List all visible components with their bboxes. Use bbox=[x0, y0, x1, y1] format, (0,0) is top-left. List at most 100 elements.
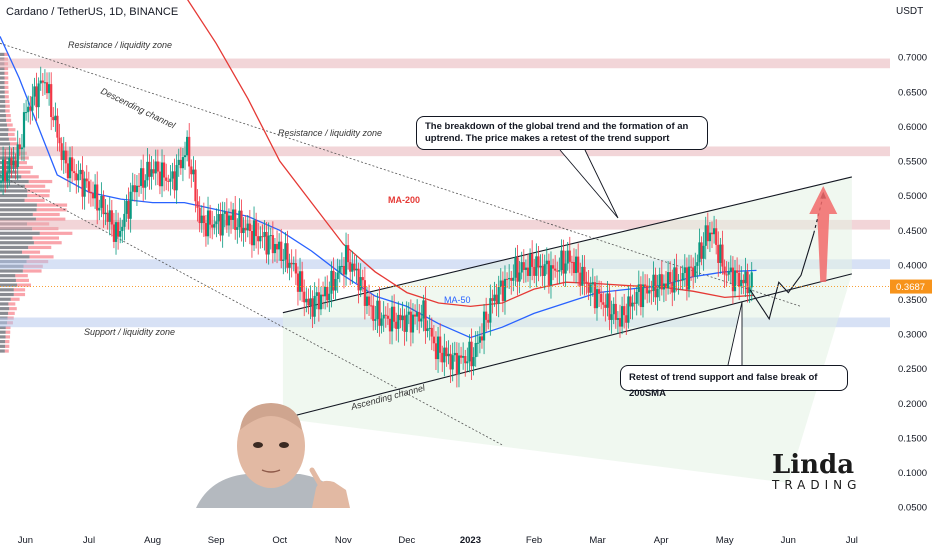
candle-body bbox=[443, 347, 446, 363]
candle-body bbox=[188, 136, 191, 167]
candle-body bbox=[351, 263, 354, 272]
candle-body bbox=[206, 210, 210, 237]
profile-bar-buy bbox=[0, 335, 6, 339]
profile-bar-sell bbox=[28, 245, 52, 250]
candle-body bbox=[669, 272, 672, 283]
candle-body bbox=[336, 272, 339, 280]
zone-resistance-1 bbox=[0, 146, 890, 157]
candle-body bbox=[610, 314, 613, 320]
profile-bar-buy bbox=[0, 307, 10, 311]
profile-bar-buy bbox=[0, 175, 22, 179]
candle-body bbox=[68, 157, 72, 179]
candle-body bbox=[232, 209, 235, 220]
candle-body bbox=[91, 193, 95, 199]
candle-body bbox=[495, 294, 498, 304]
candle-body bbox=[240, 210, 243, 234]
profile-bar-sell bbox=[8, 128, 16, 132]
profile-bar-sell bbox=[13, 292, 26, 297]
candle-body bbox=[16, 144, 19, 167]
ascending-channel-lower bbox=[282, 273, 852, 420]
x-tick-label: Dec bbox=[398, 535, 415, 546]
candle-body bbox=[434, 343, 438, 360]
candle-body bbox=[342, 265, 346, 275]
candle-body bbox=[303, 291, 306, 303]
candle-body bbox=[20, 147, 24, 150]
profile-bar-sell bbox=[5, 325, 11, 330]
candle-body bbox=[177, 159, 180, 166]
candle-body bbox=[378, 300, 381, 326]
candle-body bbox=[698, 242, 701, 263]
candle-body bbox=[554, 268, 557, 271]
price-axis[interactable] bbox=[890, 0, 932, 550]
profile-bar-buy bbox=[0, 208, 37, 212]
candle-body bbox=[648, 290, 651, 294]
candle-body bbox=[464, 356, 467, 364]
candle-body bbox=[664, 283, 668, 289]
candle-body bbox=[439, 336, 442, 353]
candle-body bbox=[683, 267, 686, 273]
y-tick-label: 0.5500 bbox=[898, 157, 927, 168]
person-mouth bbox=[261, 469, 281, 473]
candle-body bbox=[541, 265, 544, 276]
profile-bar-sell bbox=[5, 114, 11, 118]
profile-bar-buy bbox=[0, 189, 28, 193]
y-tick-label: 0.1500 bbox=[898, 433, 927, 444]
projection-path bbox=[749, 233, 815, 321]
profile-bar-sell bbox=[6, 123, 13, 127]
candle-body bbox=[87, 181, 90, 192]
profile-bar-sell bbox=[4, 71, 9, 75]
profile-bar-sell bbox=[8, 311, 15, 315]
candle-body bbox=[581, 266, 584, 286]
candle-body bbox=[595, 289, 599, 309]
candle-body bbox=[347, 245, 350, 263]
candle-body bbox=[750, 272, 753, 288]
candle-body bbox=[566, 250, 569, 264]
candle-body bbox=[137, 185, 141, 187]
x-tick-label: Nov bbox=[335, 535, 352, 546]
label-ma200: MA-200 bbox=[388, 195, 420, 205]
candle-body bbox=[696, 262, 699, 266]
candle-body bbox=[198, 207, 201, 224]
y-tick-label: 0.6500 bbox=[898, 87, 927, 98]
candle-body bbox=[244, 227, 247, 231]
candle-body bbox=[353, 263, 356, 271]
candle-body bbox=[123, 213, 126, 227]
candle-body bbox=[459, 355, 463, 358]
candle-body bbox=[393, 306, 396, 322]
x-tick-label: Sep bbox=[208, 535, 225, 546]
profile-bar-sell bbox=[5, 104, 10, 108]
person-reaction-image bbox=[196, 403, 350, 508]
candle-body bbox=[146, 161, 149, 181]
candle-body bbox=[424, 300, 427, 332]
profile-bar-sell bbox=[15, 278, 29, 283]
candle-body bbox=[89, 191, 93, 194]
candle-body bbox=[591, 282, 594, 285]
candle-body bbox=[685, 267, 689, 290]
candle-body bbox=[62, 150, 65, 161]
person-jacket bbox=[196, 474, 346, 508]
candle-body bbox=[158, 171, 162, 187]
candle-body bbox=[24, 112, 28, 114]
candle-body bbox=[160, 162, 164, 187]
candle-body bbox=[296, 273, 300, 292]
candle-body bbox=[499, 280, 502, 288]
candle-body bbox=[384, 314, 387, 316]
candle-body bbox=[526, 267, 530, 276]
y-tick-label: 0.2000 bbox=[898, 399, 927, 410]
person-head bbox=[237, 404, 305, 488]
candle-body bbox=[639, 284, 643, 308]
candle-body bbox=[58, 137, 61, 144]
candle-body bbox=[317, 292, 320, 310]
candle-body bbox=[733, 270, 737, 292]
candle-body bbox=[436, 336, 440, 360]
candle-body bbox=[45, 82, 49, 94]
candle-body bbox=[361, 277, 364, 281]
candle-body bbox=[156, 161, 159, 172]
candle-body bbox=[311, 298, 314, 317]
candle-body bbox=[455, 352, 458, 375]
candle-body bbox=[150, 169, 153, 177]
profile-bar-buy bbox=[0, 104, 6, 108]
candle-body bbox=[234, 209, 237, 230]
candle-body bbox=[535, 256, 538, 276]
